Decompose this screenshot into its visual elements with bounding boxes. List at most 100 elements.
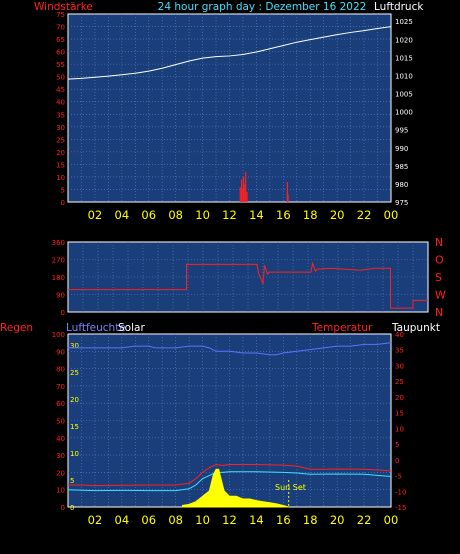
graph-title: 24 hour graph day : Dezember 16 2022 [158, 1, 367, 13]
left-tick-label: 25 [56, 136, 65, 144]
right-tick-label: 1015 [395, 54, 413, 62]
sunset-annotation: Sun Set [275, 483, 306, 492]
windstaerke-label: Windstärke [34, 1, 93, 13]
right-tick-label: 40 [395, 331, 404, 339]
left-tick-label: 90 [56, 348, 65, 356]
x-tick-label: 08 [168, 208, 183, 222]
left-tick-label: 360 [52, 239, 65, 247]
x-tick-label: 10 [195, 513, 210, 527]
x-tick-label: 00 [384, 513, 399, 527]
left-tick-label: 90 [56, 292, 65, 300]
left-tick-label: 20 [56, 469, 65, 477]
right-tick-label: N [435, 306, 443, 319]
left-tick-label: 40 [56, 99, 65, 107]
right-tick-label: W [435, 289, 446, 302]
right-tick-label: 5 [395, 441, 399, 449]
solar-tick-label: 0 [70, 504, 74, 512]
left-tick-label: 60 [56, 49, 65, 57]
left-tick-label: 0 [61, 309, 65, 317]
left-tick-label: 270 [52, 257, 65, 265]
x-tick-label: 22 [357, 208, 372, 222]
pressure-line [67, 26, 392, 80]
right-tick-label: 25 [395, 378, 404, 386]
x-tick-label: 04 [115, 208, 130, 222]
left-tick-label: 35 [56, 111, 65, 119]
right-tick-label: -10 [395, 488, 406, 496]
right-tick-label: S [435, 271, 442, 284]
luftfeuchte-label: Luftfeuchte [66, 322, 126, 334]
left-tick-label: 15 [56, 161, 65, 169]
right-tick-label: 1000 [395, 109, 413, 117]
x-tick-label: 18 [303, 208, 318, 222]
right-tick-label: 1025 [395, 18, 413, 26]
temperatur-label: Temperatur [311, 322, 373, 334]
left-tick-label: 70 [56, 24, 65, 32]
x-tick-label: 14 [249, 208, 264, 222]
right-tick-label: 990 [395, 145, 408, 153]
solar-tick-label: 30 [70, 342, 79, 350]
x-tick-label: 20 [330, 513, 345, 527]
left-tick-label: 180 [52, 274, 65, 282]
left-tick-label: 0 [61, 199, 65, 207]
solar-area [181, 468, 289, 508]
right-tick-label: 0 [395, 457, 399, 465]
right-tick-label: 975 [395, 199, 408, 207]
x-tick-label: 00 [384, 208, 399, 222]
right-tick-label: -5 [395, 473, 402, 481]
left-tick-label: 65 [56, 36, 65, 44]
left-tick-label: 45 [56, 86, 65, 94]
right-tick-label: O [435, 254, 444, 267]
x-tick-label: 16 [276, 513, 291, 527]
solar-tick-label: 10 [70, 450, 79, 458]
x-tick-label: 02 [88, 208, 103, 222]
right-tick-label: -15 [395, 504, 406, 512]
left-tick-label: 0 [61, 504, 65, 512]
solar-tick-label: 15 [70, 423, 79, 431]
left-tick-label: 5 [61, 186, 65, 194]
left-tick-label: 20 [56, 149, 65, 157]
left-tick-label: 30 [56, 124, 65, 132]
x-tick-label: 04 [115, 513, 130, 527]
left-tick-label: 70 [56, 383, 65, 391]
left-tick-label: 60 [56, 400, 65, 408]
humidity-temp-panel: Regen Luftfeuchte Solar Temperatur Taupu… [0, 322, 440, 527]
right-tick-label: 980 [395, 181, 408, 189]
x-tick-label: 06 [141, 208, 156, 222]
left-tick-label: 75 [56, 11, 65, 19]
right-tick-label: 20 [395, 394, 404, 402]
x-tick-label: 20 [330, 208, 345, 222]
x-tick-label: 16 [276, 208, 291, 222]
temperatur-line [68, 464, 392, 487]
right-tick-label: 985 [395, 163, 408, 171]
x-tick-label: 12 [222, 513, 237, 527]
regen-label: Regen [0, 322, 33, 334]
x-tick-label: 10 [195, 208, 210, 222]
left-tick-label: 30 [56, 452, 65, 460]
right-tick-label: 1020 [395, 36, 413, 44]
x-tick-label: 14 [249, 513, 264, 527]
luftdruck-label: Luftdruck [374, 1, 424, 13]
left-tick-label: 40 [56, 435, 65, 443]
luftfeuchte-line [68, 342, 392, 356]
right-tick-label: 30 [395, 362, 404, 370]
right-tick-label: 35 [395, 347, 404, 355]
left-tick-label: 10 [56, 174, 65, 182]
x-tick-label: 06 [141, 513, 156, 527]
solar-tick-label: 20 [70, 396, 79, 404]
x-tick-label: 12 [222, 208, 237, 222]
right-tick-label: 10 [395, 425, 404, 433]
right-tick-label: N [435, 236, 443, 249]
left-tick-label: 100 [52, 331, 65, 339]
left-tick-label: 10 [56, 487, 65, 495]
wind-direction-line [68, 261, 428, 309]
right-tick-label: 1010 [395, 72, 413, 80]
left-tick-label: 80 [56, 366, 65, 374]
right-tick-label: 995 [395, 127, 408, 135]
left-tick-label: 50 [56, 74, 65, 82]
x-tick-label: 18 [303, 513, 318, 527]
left-tick-label: 55 [56, 61, 65, 69]
right-tick-label: 1005 [395, 91, 413, 99]
